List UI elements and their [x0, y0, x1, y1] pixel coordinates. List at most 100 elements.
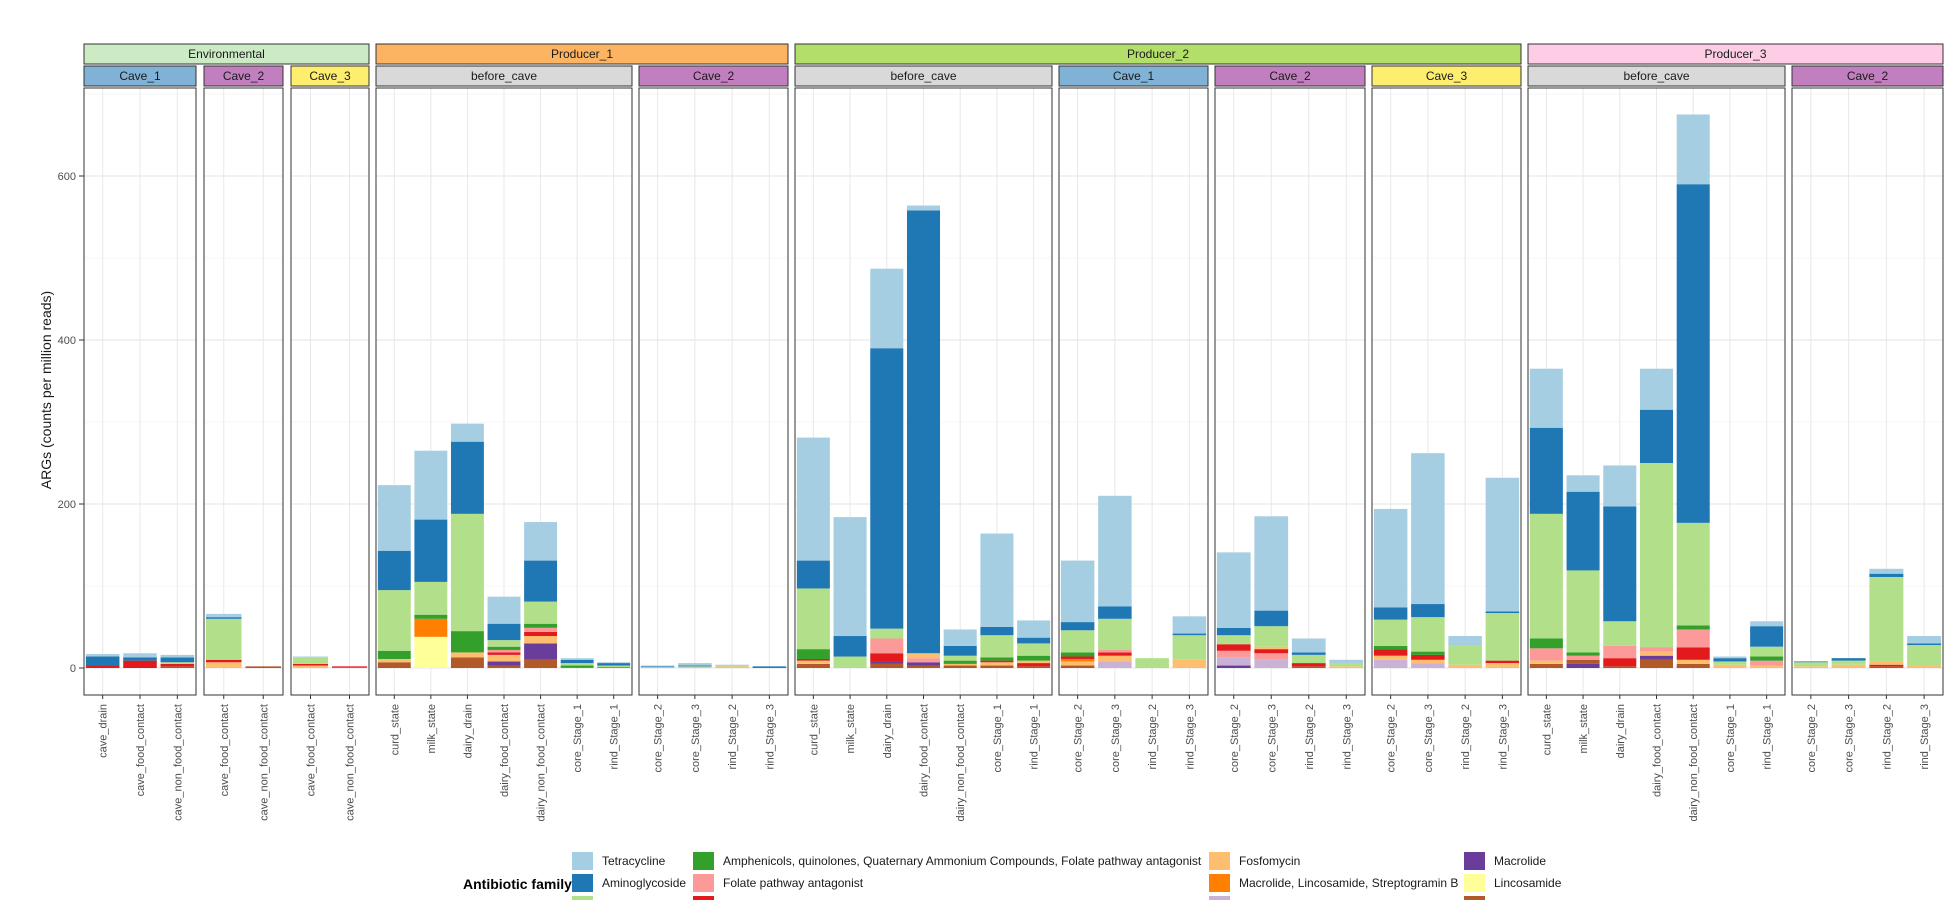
subpanel-strip [638, 65, 789, 87]
legend-swatch [1464, 896, 1485, 900]
bar-segment-beta-lactam [1017, 643, 1051, 656]
panel-environmental-cave-3: Cave_3 cave_food_contact cave_non_food_con… [290, 65, 370, 821]
bar-curd-state [796, 437, 830, 668]
bar-segment-amphenicols-quinolones-quaternary-ammonium-compounds-folate-pathway-antagonist [1411, 651, 1445, 655]
subpanel-strip [1371, 65, 1522, 87]
bar-segment-tetracycline [870, 268, 904, 349]
legend-item-tetracycline: Tetracycline [572, 852, 666, 870]
legend-item-aminoglycoside: Aminoglycoside [572, 874, 686, 892]
bar-segment-tetracycline [597, 662, 631, 664]
group-environmental: Environmental Cave_1 cave_drain cave_food_c… [83, 43, 370, 821]
bar-segment-tetracycline [1529, 368, 1563, 428]
bar-segment-fluoroquinolone [1373, 649, 1408, 656]
bar-segment-fosfomycin [1060, 661, 1095, 666]
bar-segment-fluoroquinolone [160, 663, 195, 667]
bar-segment-beta-lactam [1411, 617, 1445, 652]
bar-segment-tetracycline [678, 663, 712, 666]
legend: Antibiotic family Tetracycline Aminoglycos… [463, 852, 1562, 900]
bar-rind-stage-2 [715, 664, 749, 668]
subpanel-strip [83, 65, 197, 87]
x-tick-label: rind_Stage_3 [1184, 704, 1196, 769]
bar-segment-tetracycline [123, 653, 157, 658]
bar-segment-aminoglycoside [160, 657, 195, 663]
x-tick-label: rind_Stage_2 [1304, 704, 1316, 769]
bar-segment-fluoroquinolone [1676, 647, 1710, 660]
bar-segment-tetracycline [1216, 552, 1251, 628]
bar-segment-aminoglycoside [1713, 658, 1747, 662]
subpanel-strip [1791, 65, 1944, 87]
panel-border [203, 87, 284, 696]
facet-panels: Environmental Cave_1 cave_drain cave_food_c… [83, 43, 1944, 821]
bar-segment-fosfomycin [796, 660, 830, 664]
bar-segment-fluoroquinolone [980, 660, 1014, 663]
x-tick-label: core_Stage_3 [1423, 704, 1435, 773]
subpanel-strip [1058, 65, 1209, 87]
bar-core-stage-3 [678, 663, 712, 668]
bar-segment-multidrug [1566, 659, 1600, 664]
bar-segment-fosfomycin [1329, 666, 1364, 668]
bar-segment-aminoglycoside [1793, 661, 1828, 663]
x-tick-label: dairy_drain [1615, 704, 1627, 758]
bar-segment-folate-pathway-antagonist [1529, 648, 1563, 661]
group-producer-1: Producer_1 before_cave curd_state milk_stat… [375, 43, 789, 821]
x-tick-label: rind_Stage_3 [764, 704, 776, 769]
bar-segment-beta-lactam [1135, 658, 1169, 668]
bar-segment-aminoglycoside [1566, 491, 1600, 571]
bar-core-stage-2 [1060, 560, 1095, 668]
group-strip-label: Producer_2 [1127, 47, 1189, 61]
bar-segment-tetracycline [160, 654, 195, 658]
bar-segment-beta-lactam [678, 666, 712, 668]
x-tick-label: rind_Stage_2 [1147, 704, 1159, 769]
bar-rind-stage-2 [1869, 568, 1904, 668]
panel-producer-2-cave-3: Cave_3 core_Stage_2 core_Stage_3 rind_Stage… [1371, 65, 1522, 773]
bar-segment-fosfomycin [524, 636, 558, 644]
x-tick-label: cave_non_food_contact [345, 704, 357, 821]
bar-segment-multidrug [943, 665, 977, 668]
bar-segment-multidrug [597, 667, 631, 668]
bar-segment-tetracycline [1750, 621, 1784, 627]
x-tick-label: rind_Stage_1 [1762, 704, 1774, 769]
bar-segment-amphenicols-quinolones-quaternary-ammonium-compounds-folate-pathway-antagonist [450, 631, 484, 653]
x-tick-label: core_Stage_1 [1725, 704, 1737, 773]
group-strip-label: Environmental [188, 47, 265, 61]
bar-rind-stage-1 [1750, 621, 1784, 668]
bar-segment-macrolide [870, 661, 904, 664]
bar-segment-aminoglycoside [1639, 409, 1674, 463]
bar-segment-multidrug [1676, 663, 1710, 668]
legend-label: Fosfomycin [1239, 854, 1300, 868]
bar-segment-beta-lactam [796, 588, 830, 650]
x-tick-label: core_Stage_1 [992, 704, 1004, 773]
bar-segment-glycopeptide [1411, 663, 1445, 668]
bar-rind-stage-2 [1135, 658, 1169, 668]
bar-cave-non-food-contact [160, 654, 195, 668]
bar-segment-tetracycline [1017, 620, 1051, 638]
x-tick-label: dairy_food_contact [1652, 704, 1664, 797]
x-tick-label: dairy_drain [462, 704, 474, 758]
bar-segment-tetracycline [715, 664, 749, 666]
bar-segment-fluoroquinolone [1411, 654, 1445, 660]
group-strip-label: Producer_1 [551, 47, 613, 61]
bar-dairy-drain [1603, 465, 1637, 668]
bar-segment-amphenicols-quinolones-quaternary-ammonium-compounds-folate-pathway-antagonist [980, 657, 1014, 661]
bar-segment-folate-pathway-antagonist [1603, 645, 1637, 659]
subpanel-strip-label: Cave_3 [1426, 69, 1468, 83]
bar-segment-aminoglycoside [1485, 611, 1520, 614]
bar-segment-beta-lactam [1448, 645, 1482, 665]
bar-segment-beta-lactam [1907, 645, 1942, 666]
bar-cave-non-food-contact [331, 666, 368, 668]
bar-segment-beta-lactam [1639, 463, 1674, 648]
bar-segment-tetracycline [980, 533, 1014, 627]
bar-segment-fosfomycin [1254, 646, 1289, 650]
bar-segment-aminoglycoside [1411, 604, 1445, 618]
bar-segment-amphenicols-quinolones-quaternary-ammonium-compounds-folate-pathway-antagonist [560, 665, 594, 668]
legend-label: Beta-lactam [602, 898, 666, 900]
subpanel-strip-label: Cave_2 [1847, 69, 1889, 83]
panel-border [638, 87, 789, 696]
bar-segment-tetracycline [1373, 508, 1408, 608]
bar-segment-tetracycline [85, 654, 120, 657]
x-tick-label: milk_state [845, 704, 857, 754]
x-tick-label: rind_Stage_3 [1919, 704, 1931, 769]
bar-segment-tetracycline [292, 656, 329, 658]
legend-swatch [572, 852, 593, 870]
x-tick-label: dairy_non_food_contact [955, 704, 967, 821]
